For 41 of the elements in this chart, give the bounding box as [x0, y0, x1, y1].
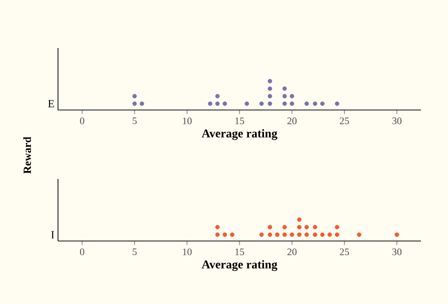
point: [268, 101, 272, 106]
point: [268, 94, 272, 98]
x-axis-title: Average rating: [202, 260, 278, 272]
point: [215, 101, 220, 106]
point: [140, 101, 144, 106]
point: [132, 101, 137, 106]
point: [259, 101, 264, 106]
x-tick-label: 30: [392, 118, 402, 124]
x-tick-label: 20: [287, 248, 297, 256]
point: [320, 101, 325, 106]
point: [282, 86, 287, 91]
point: [282, 101, 287, 106]
y-axis-title: Reward: [23, 136, 31, 174]
point: [244, 101, 250, 106]
x-tick-label: 25: [340, 248, 350, 256]
x-tick-label: 0: [80, 248, 84, 256]
point: [208, 101, 212, 106]
text: I: [51, 231, 54, 238]
text: E: [48, 100, 54, 108]
point: [334, 101, 340, 106]
x-tick-label: 0: [80, 118, 84, 124]
x-tick-label: 20: [287, 118, 297, 124]
x-tick-label: 10: [182, 118, 192, 124]
point: [312, 101, 318, 106]
x-tick-label: 15: [235, 248, 244, 256]
point: [215, 94, 220, 98]
x-tick-label: 15: [235, 118, 244, 124]
point: [132, 94, 137, 98]
point: [268, 86, 272, 91]
point: [290, 101, 294, 106]
x-axis-title: Average rating: [202, 129, 278, 140]
x-tick-label: 5: [132, 248, 137, 256]
point: [222, 101, 228, 106]
point: [304, 101, 309, 106]
x-tick-label: 30: [392, 248, 402, 256]
point: [282, 94, 287, 98]
x-tick-label: 5: [132, 118, 137, 124]
x-tick-label: 25: [340, 118, 350, 124]
point: [268, 78, 272, 84]
x-tick-label: 10: [182, 248, 192, 256]
point: [290, 94, 294, 98]
